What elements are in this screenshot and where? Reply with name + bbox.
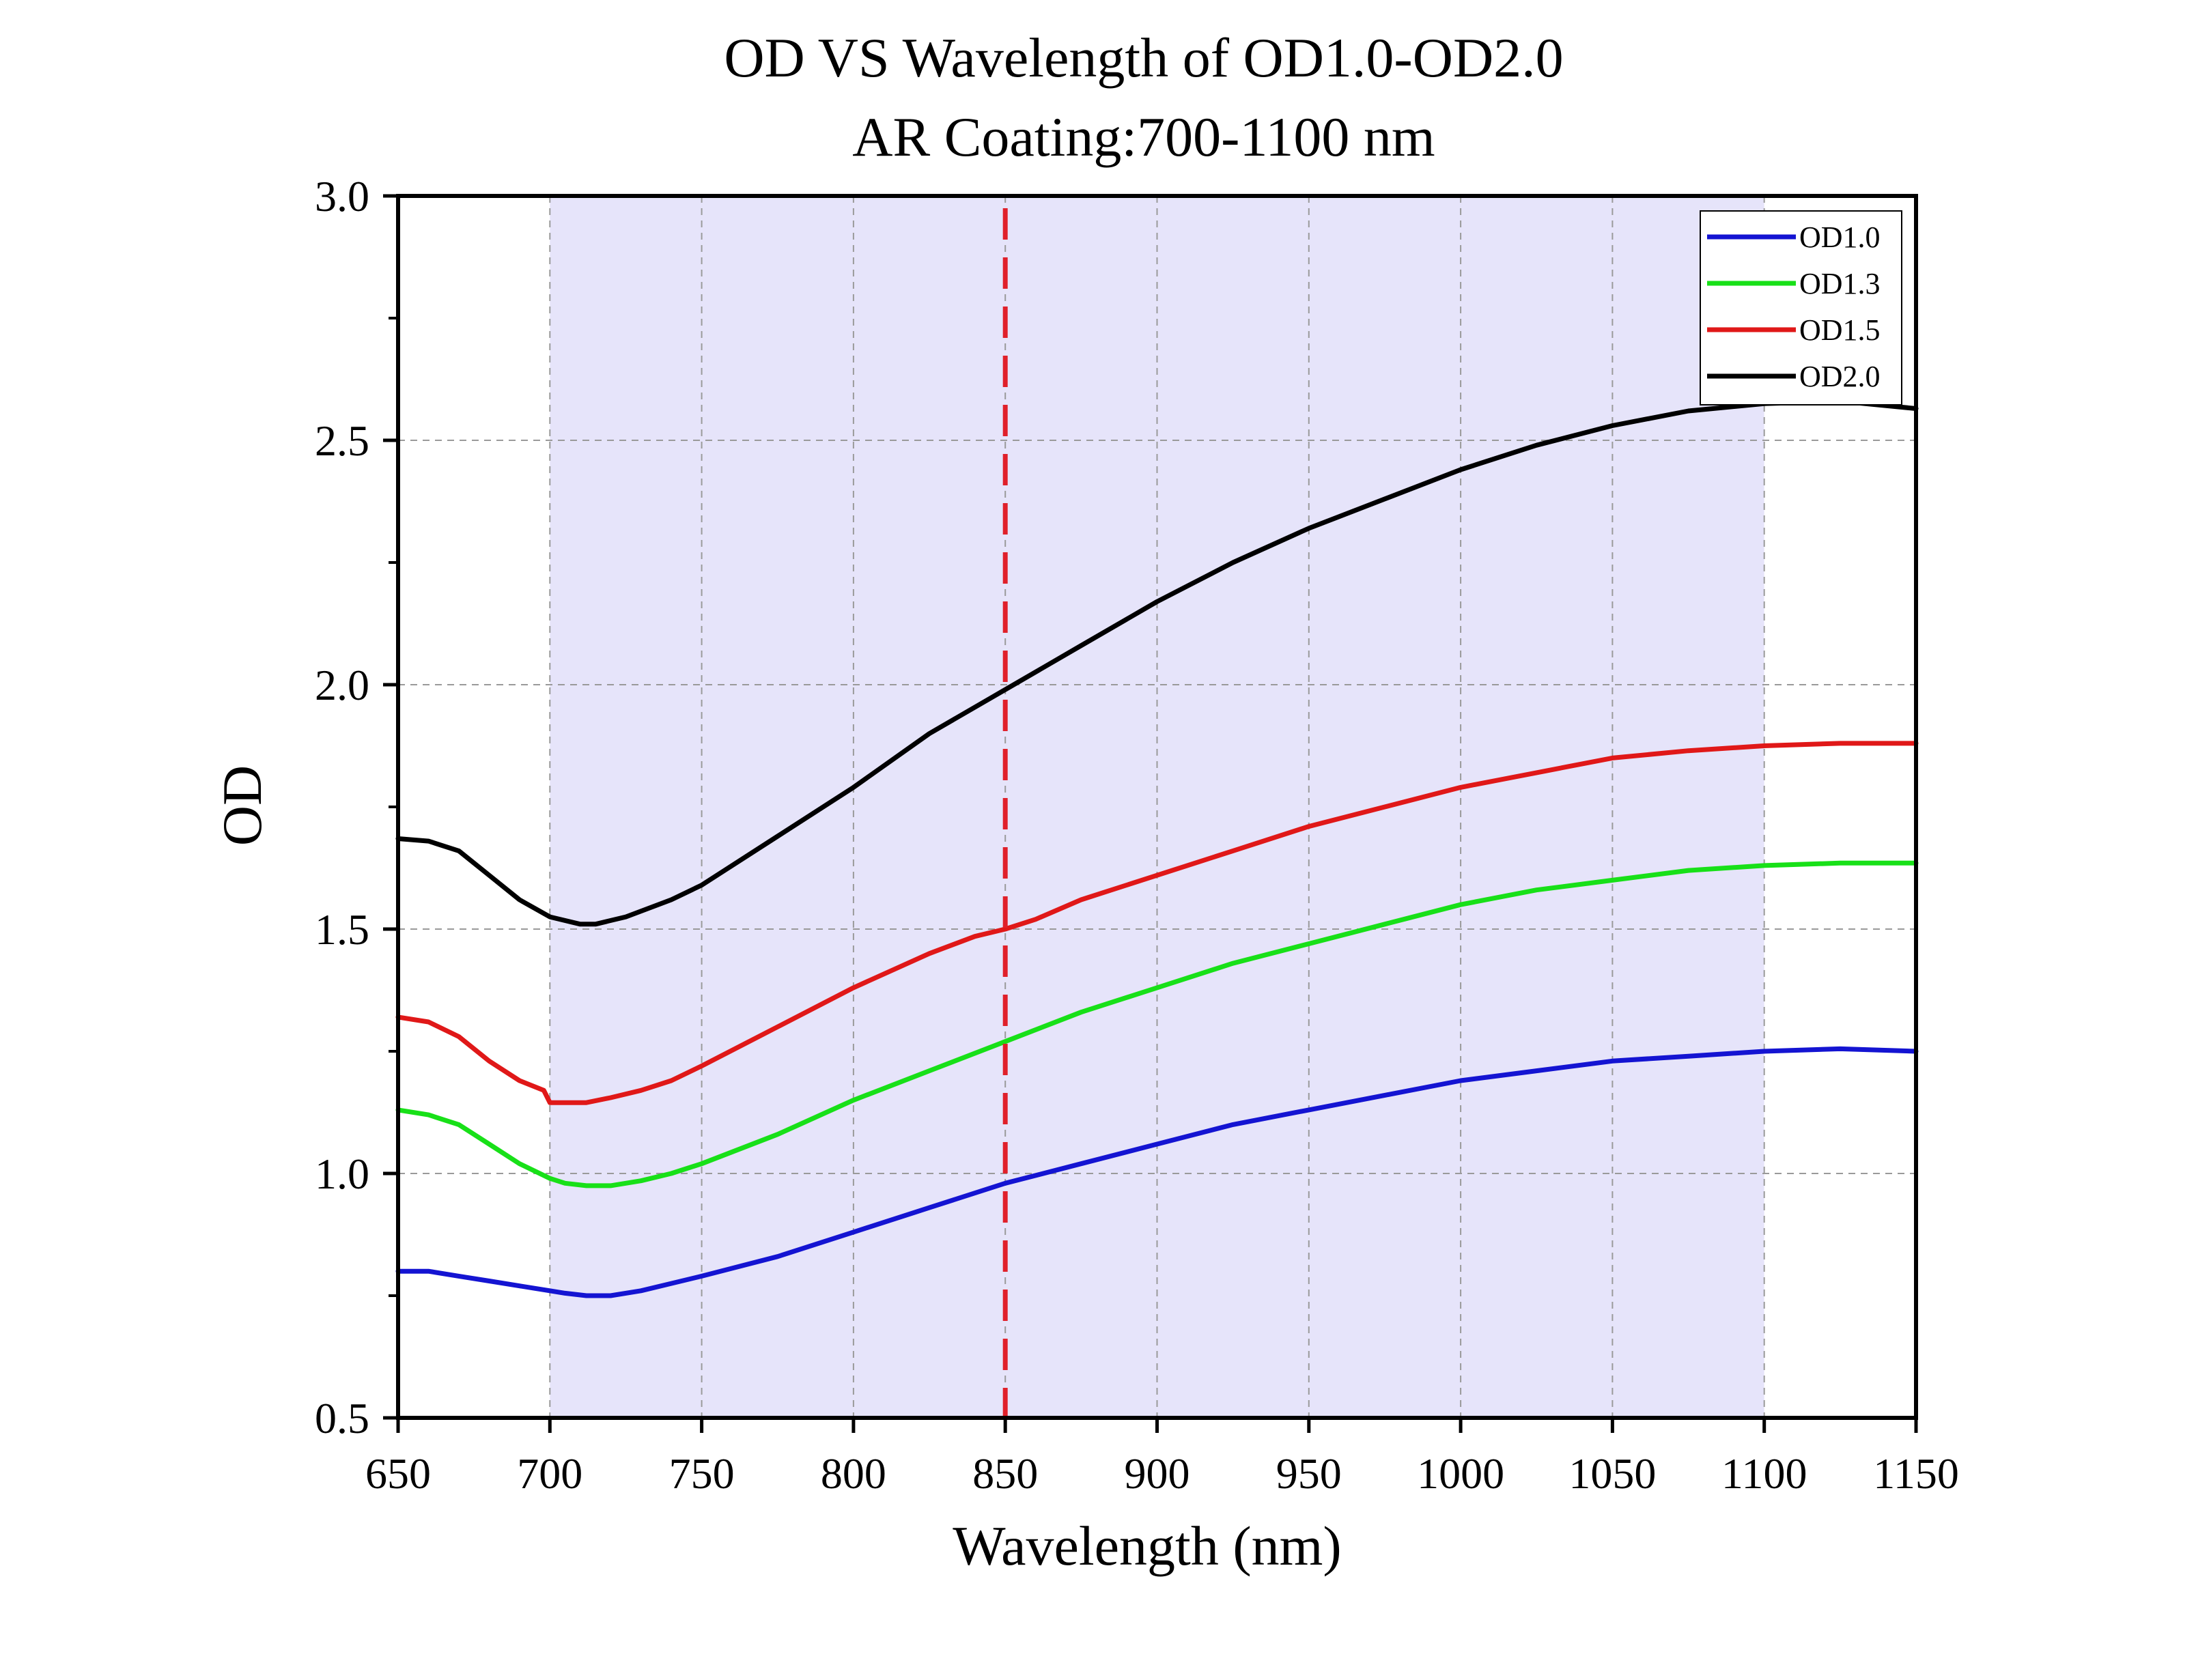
x-tick-label: 650 — [365, 1449, 431, 1498]
y-axis-label: OD — [211, 765, 273, 846]
series-line-OD1.3 — [395, 860, 1919, 1188]
y-tick-label: 1.0 — [315, 1150, 369, 1198]
legend-label: OD1.0 — [1799, 220, 1881, 254]
y-tick-label: 2.0 — [315, 661, 369, 709]
y-tick-label: 2.5 — [315, 416, 369, 465]
chart-title: OD VS Wavelength of OD1.0-OD2.0 — [724, 27, 1563, 89]
legend-label: OD1.3 — [1799, 267, 1881, 300]
series-line-OD1.0 — [395, 1046, 1919, 1298]
x-axis-label: Wavelength (nm) — [953, 1515, 1341, 1577]
x-tick-label: 1000 — [1417, 1449, 1504, 1498]
x-tick-label: 900 — [1125, 1449, 1190, 1498]
series-line-OD2.0 — [395, 399, 1919, 927]
legend-label: OD2.0 — [1799, 360, 1881, 393]
x-tick-label: 700 — [517, 1449, 582, 1498]
legend: OD1.0 OD1.3 OD1.5 OD2.0 — [1700, 210, 1902, 405]
y-tick-label: 3.0 — [315, 172, 369, 220]
y-tick-label: 0.5 — [315, 1394, 369, 1442]
y-tick-label: 1.5 — [315, 905, 369, 954]
x-tick-label: 800 — [821, 1449, 886, 1498]
chart-subtitle: AR Coating:700-1100 nm — [852, 106, 1435, 168]
x-tick-label: 1100 — [1721, 1449, 1807, 1498]
axis-ticks: 650 700 750 800 850 900 950 1000 1050 1100 1150 0.5… — [315, 172, 1959, 1498]
legend-box — [1700, 210, 1902, 405]
x-tick-label: 1150 — [1873, 1449, 1959, 1498]
series-line-OD1.5 — [395, 741, 1919, 1105]
legend-label: OD1.5 — [1799, 313, 1881, 347]
ar-coating-region — [550, 196, 1764, 1418]
series-layer — [395, 399, 1919, 1298]
x-tick-label: 850 — [972, 1449, 1038, 1498]
x-tick-label: 950 — [1276, 1449, 1342, 1498]
x-tick-label: 1050 — [1568, 1449, 1656, 1498]
x-tick-label: 750 — [669, 1449, 735, 1498]
